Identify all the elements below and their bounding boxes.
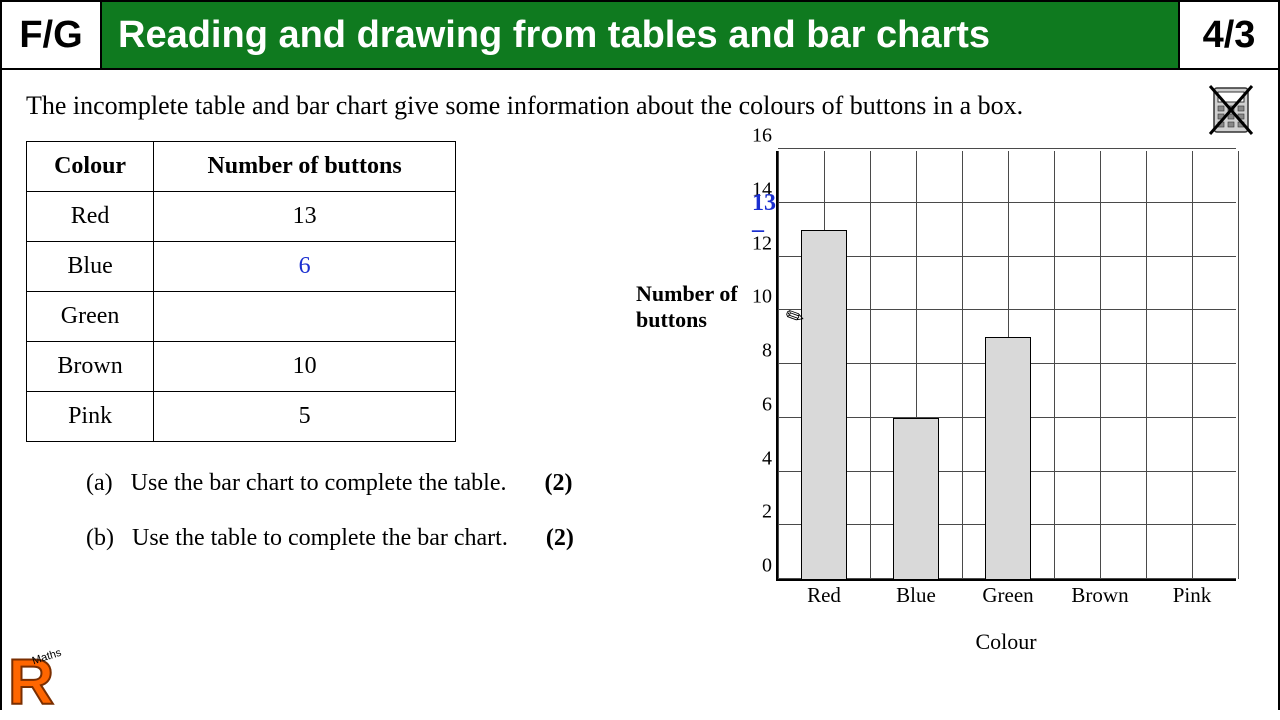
y-tick-label: 8	[742, 340, 778, 363]
x-tick-label: Pink	[1152, 579, 1232, 608]
y-tick-label: 16	[742, 125, 778, 148]
x-tick-label: Blue	[876, 579, 956, 608]
y-tick-label: 0	[742, 555, 778, 578]
logo-icon: R Maths	[8, 657, 54, 708]
gridline-v	[1192, 151, 1193, 579]
col-header-count: Number of buttons	[154, 142, 456, 192]
plot-area: 0246810121416RedBlueGreenBrownPink13 –✎	[776, 151, 1236, 581]
handwritten-annotation: 13 –	[752, 190, 776, 244]
x-axis-label: Colour	[776, 629, 1236, 655]
page-title: Reading and drawing from tables and bar …	[102, 2, 1178, 68]
gridline-h	[778, 202, 1236, 203]
cell-colour: Blue	[27, 242, 154, 292]
bar	[801, 230, 847, 579]
x-tick-label: Green	[968, 579, 1048, 608]
subq-text: Use the table to complete the bar chart.	[132, 525, 508, 552]
cell-colour: Brown	[27, 342, 154, 392]
cell-value: 10	[154, 342, 456, 392]
subq-letter: (b)	[86, 525, 114, 552]
cell-value: 5	[154, 392, 456, 442]
subq-marks: (2)	[544, 470, 572, 497]
y-axis-label: Number of buttons	[636, 281, 756, 334]
y-tick-label: 2	[742, 501, 778, 524]
gridline-v	[870, 151, 871, 579]
question-body: The incomplete table and bar chart give …	[0, 70, 1280, 710]
subquestion-a: (a) Use the bar chart to complete the ta…	[86, 470, 626, 497]
cell-value: 13	[154, 192, 456, 242]
table-row: Red13	[27, 192, 456, 242]
bar-chart: Number of buttons 0246810121416RedBlueGr…	[646, 141, 1246, 651]
bar	[893, 418, 939, 579]
gridline-v	[1054, 151, 1055, 579]
question-text: The incomplete table and bar chart give …	[26, 88, 1106, 123]
table-row: Blue6	[27, 242, 456, 292]
gridline-v	[1238, 151, 1239, 579]
cell-colour: Red	[27, 192, 154, 242]
gridline-v	[778, 151, 779, 579]
y-tick-label: 6	[742, 393, 778, 416]
x-tick-label: Brown	[1060, 579, 1140, 608]
gridline-v	[962, 151, 963, 579]
subq-text: Use the bar chart to complete the table.	[131, 470, 507, 497]
gridline-v	[1100, 151, 1101, 579]
y-tick-label: 4	[742, 447, 778, 470]
table-header-row: Colour Number of buttons	[27, 142, 456, 192]
cell-colour: Green	[27, 292, 154, 342]
cell-colour: Pink	[27, 392, 154, 442]
bar	[985, 337, 1031, 579]
marks-badge: 4/3	[1178, 2, 1278, 68]
table-row: Pink5	[27, 392, 456, 442]
table-row: Brown10	[27, 342, 456, 392]
subq-letter: (a)	[86, 470, 113, 497]
y-tick-label: 10	[742, 286, 778, 309]
cell-value: 6	[154, 242, 456, 292]
gridline-v	[1146, 151, 1147, 579]
gridline-h	[778, 148, 1236, 149]
subquestion-b: (b) Use the table to complete the bar ch…	[86, 525, 626, 552]
subq-marks: (2)	[546, 525, 574, 552]
table-row: Green	[27, 292, 456, 342]
col-header-colour: Colour	[27, 142, 154, 192]
x-tick-label: Red	[784, 579, 864, 608]
header-bar: F/G Reading and drawing from tables and …	[0, 0, 1280, 70]
no-calculator-icon	[1208, 84, 1254, 141]
cell-value	[154, 292, 456, 342]
data-table: Colour Number of buttons Red13Blue6Green…	[26, 141, 456, 442]
grade-badge: F/G	[2, 2, 102, 68]
